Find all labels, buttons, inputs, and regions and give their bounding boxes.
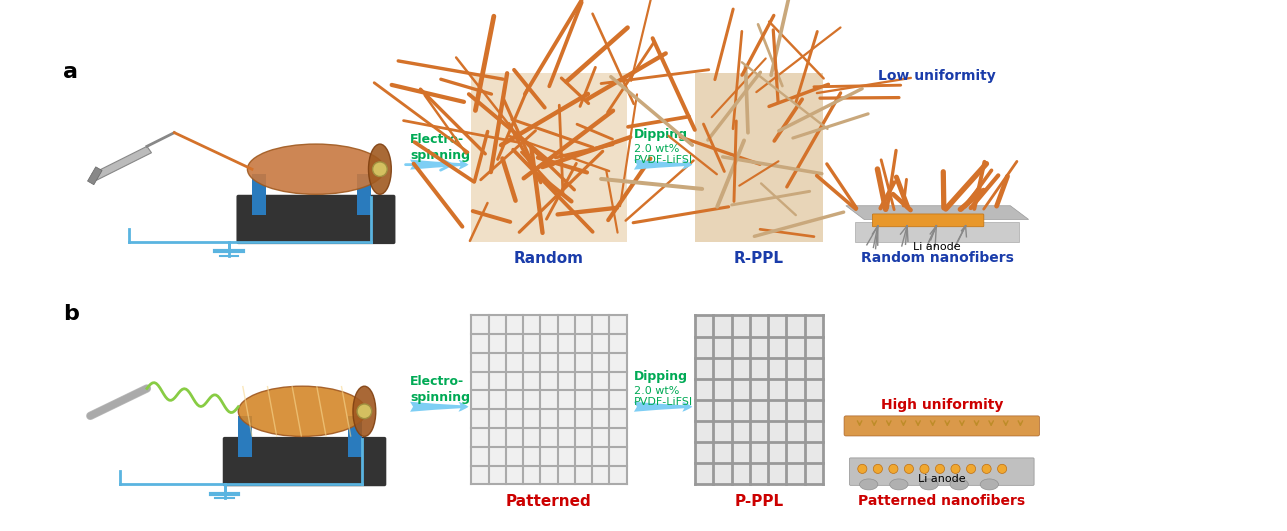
Text: Low uniformity: Low uniformity xyxy=(878,68,996,83)
Text: Li anode: Li anode xyxy=(914,242,961,252)
Bar xyxy=(356,174,371,215)
Ellipse shape xyxy=(889,479,909,490)
Bar xyxy=(252,174,265,215)
Bar xyxy=(88,167,102,185)
Bar xyxy=(238,416,252,457)
Text: Electro-
spinning: Electro- spinning xyxy=(411,375,470,404)
Text: Electro-
spinning: Electro- spinning xyxy=(411,133,470,161)
Circle shape xyxy=(997,464,1006,474)
Ellipse shape xyxy=(981,479,999,490)
Circle shape xyxy=(373,162,387,176)
Bar xyxy=(347,416,362,457)
Text: R-PPL: R-PPL xyxy=(734,251,784,267)
Circle shape xyxy=(356,404,372,418)
Circle shape xyxy=(936,464,945,474)
FancyBboxPatch shape xyxy=(849,458,1033,485)
Text: Dipping: Dipping xyxy=(634,128,689,141)
Bar xyxy=(855,222,1019,242)
Text: Dipping: Dipping xyxy=(634,370,689,383)
Text: Li anode: Li anode xyxy=(918,474,965,484)
Bar xyxy=(695,73,822,242)
Ellipse shape xyxy=(368,144,391,194)
Circle shape xyxy=(857,464,867,474)
Circle shape xyxy=(967,464,976,474)
Circle shape xyxy=(920,464,929,474)
Ellipse shape xyxy=(920,479,938,490)
Text: 2.0 wt%
PVDF-LiFSI: 2.0 wt% PVDF-LiFSI xyxy=(634,386,692,407)
FancyBboxPatch shape xyxy=(223,437,386,486)
Circle shape xyxy=(982,464,991,474)
Polygon shape xyxy=(846,205,1028,219)
Circle shape xyxy=(905,464,914,474)
Ellipse shape xyxy=(247,144,385,194)
Ellipse shape xyxy=(950,479,968,490)
Ellipse shape xyxy=(860,479,878,490)
Text: Random: Random xyxy=(514,251,584,267)
Text: P-PPL: P-PPL xyxy=(735,493,784,509)
Text: Patterned nanofibers: Patterned nanofibers xyxy=(858,493,1026,508)
Text: Patterned: Patterned xyxy=(506,493,592,509)
Polygon shape xyxy=(93,147,152,180)
Text: High uniformity: High uniformity xyxy=(880,398,1003,412)
Circle shape xyxy=(874,464,883,474)
Bar xyxy=(695,315,822,484)
Ellipse shape xyxy=(238,386,367,436)
FancyBboxPatch shape xyxy=(237,195,395,244)
Text: Random nanofibers: Random nanofibers xyxy=(861,251,1014,266)
Text: 2.0 wt%
PVDF-LiFSI: 2.0 wt% PVDF-LiFSI xyxy=(634,143,692,165)
Bar xyxy=(471,315,627,484)
Text: a: a xyxy=(63,62,77,82)
Ellipse shape xyxy=(353,386,376,436)
FancyBboxPatch shape xyxy=(844,416,1040,436)
Circle shape xyxy=(889,464,898,474)
Bar xyxy=(471,73,627,242)
Circle shape xyxy=(951,464,960,474)
Text: b: b xyxy=(63,304,79,324)
FancyBboxPatch shape xyxy=(873,214,983,227)
